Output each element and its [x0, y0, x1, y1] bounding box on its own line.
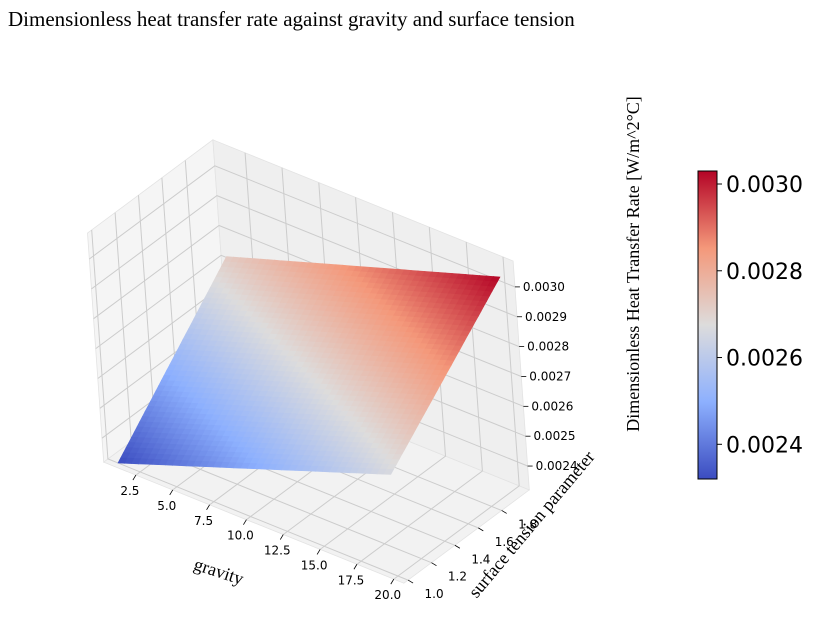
surface-cell — [383, 468, 394, 475]
x-tick-label: 2.5 — [120, 484, 139, 498]
z-tick-label: 0.0025 — [533, 429, 575, 443]
z-tick-label: 0.0028 — [527, 340, 569, 354]
colorbar-tick-label: 0.0030 — [726, 173, 803, 198]
x-tick-mark — [279, 534, 284, 540]
y-tick-mark — [431, 562, 437, 567]
x-tick-label: 15.0 — [301, 558, 328, 572]
y-tick-label: 1.4 — [471, 552, 490, 566]
x-tick-mark — [206, 504, 210, 510]
colorbar-tick-label: 0.0026 — [726, 347, 803, 372]
y-tick-label: 1.6 — [495, 535, 514, 549]
y-tick-mark — [478, 527, 484, 532]
x-tick-mark — [169, 489, 174, 496]
surface-plot — [117, 256, 501, 475]
axes-ticks: 2.5 5.0 7.5 10.0 12.5 15.0 17.5 20.0 1.0 1.2 1.4 1.… — [120, 280, 577, 602]
y-tick-mark — [407, 579, 414, 584]
y-tick-label: 1.8 — [518, 517, 537, 531]
x-tick-mark — [390, 578, 395, 585]
x-gridline — [393, 256, 520, 580]
x-tick-label: 7.5 — [194, 514, 213, 528]
x-tick-mark — [132, 474, 137, 481]
colorbar: 0.0024 0.0026 0.0028 0.0030 — [697, 170, 803, 480]
x-tick-mark — [316, 549, 321, 555]
y-tick-mark — [454, 544, 461, 549]
x-tick-mark — [353, 564, 358, 570]
y-tick-label: 1.0 — [425, 587, 444, 601]
x-tick-label: 10.0 — [227, 529, 254, 543]
z-axis-label: Dimensionless Heat Transfer Rate [W/m^2°… — [623, 96, 643, 432]
colorbar-tick-label: 0.0024 — [726, 433, 803, 458]
y-tick-label: 1.2 — [448, 570, 467, 584]
z-tick-label: 0.0027 — [529, 369, 571, 383]
y-tick-mark — [501, 510, 507, 514]
z-tick-label: 0.0026 — [531, 399, 573, 413]
x-tick-label: 5.0 — [157, 499, 176, 513]
z-tick-label: 0.0029 — [525, 310, 567, 324]
x-tick-label: 12.5 — [264, 544, 291, 558]
z-tick-label: 0.0024 — [536, 459, 578, 473]
colorbar-gradient — [697, 170, 718, 480]
y-gridline — [91, 229, 409, 581]
colorbar-tick-label: 0.0028 — [726, 260, 803, 285]
z-gridline — [89, 165, 516, 288]
x-tick-label: 17.5 — [338, 573, 365, 587]
z-tick-label: 0.0030 — [523, 280, 565, 294]
x-tick-label: 20.0 — [374, 588, 401, 602]
x-tick-mark — [243, 519, 247, 525]
chart-title: Dimensionless heat transfer rate against… — [8, 7, 575, 31]
x-axis-label: gravity — [192, 554, 247, 589]
